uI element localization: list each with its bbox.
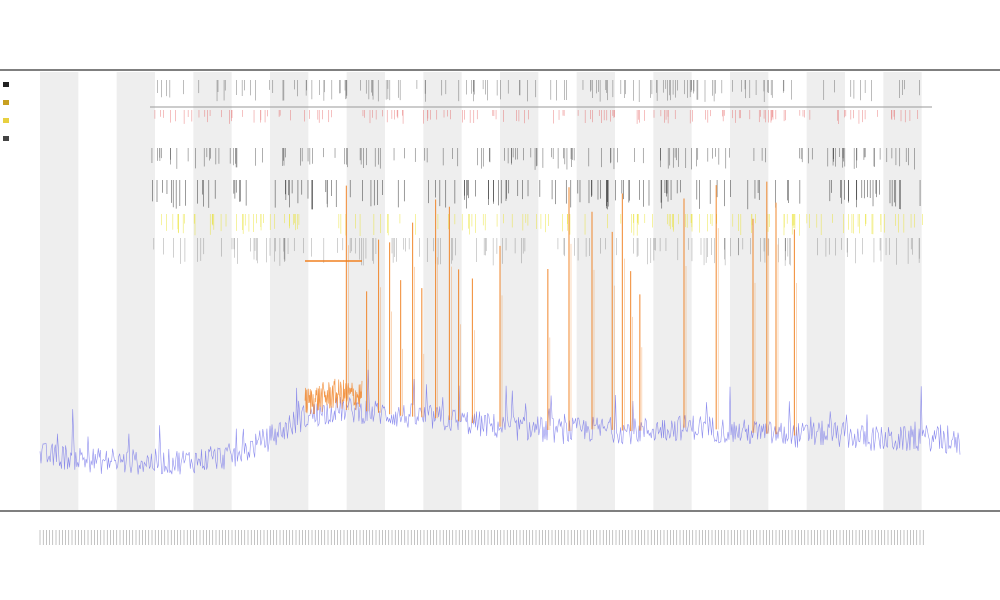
legend-swatch (3, 100, 9, 105)
event-layer (151, 80, 923, 266)
series-line-base (39, 369, 961, 475)
band (193, 72, 232, 510)
band (40, 72, 79, 510)
band (653, 72, 692, 510)
legend (3, 82, 9, 141)
legend-swatch (3, 82, 9, 87)
band (500, 72, 539, 510)
band (576, 72, 615, 510)
band (883, 72, 922, 510)
band (346, 72, 385, 510)
legend-swatch (3, 136, 9, 141)
legend-swatch (3, 118, 9, 123)
band-layer (40, 72, 922, 510)
band (270, 72, 309, 510)
band (730, 72, 769, 510)
band (116, 72, 155, 510)
axes-layer (0, 69, 1000, 545)
series-layer (39, 181, 961, 475)
series-line-highlight (304, 378, 363, 415)
band (423, 72, 462, 510)
